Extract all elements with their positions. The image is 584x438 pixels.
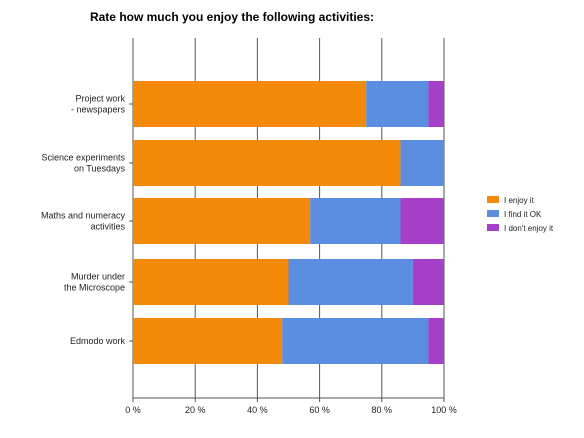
category-label-line: Science experiments [41,153,125,163]
x-tick-label: 60 % [309,405,330,415]
legend-swatch [487,210,499,217]
legend-label: I enjoy it [504,196,535,205]
category-label-line: Murder under [71,272,125,282]
legend-swatch [487,224,499,231]
bar-segment [133,259,289,305]
category-label: Science experiments on Tuesdays [41,153,125,174]
bar-segment [428,318,444,364]
chart-title: Rate how much you enjoy the following ac… [89,10,375,24]
x-tick-label: 0 % [125,405,141,415]
category-label: Murder under the Microscope [64,272,125,293]
bar-segment [366,81,429,127]
x-tick-label: 40 % [247,405,268,415]
category-label: Maths and numeracy activities [41,211,126,232]
category-label: Project work - newspapers [71,94,126,115]
bar-segment [428,81,444,127]
bar-segment [133,81,367,127]
category-label-line: activities [90,222,125,232]
bar-segment [133,140,401,186]
x-tick-label: 80 % [372,405,393,415]
category-label-line: Project work [75,94,125,104]
category-label-line: Maths and numeracy [41,211,126,221]
x-tick-label: 20 % [185,405,206,415]
bar-segment [133,318,283,364]
bar-segment [288,259,413,305]
category-label-line: on Tuesdays [74,164,126,174]
bar-segment [400,140,444,186]
legend-label: I find it OK [504,210,542,219]
category-label-line: the Microscope [64,283,125,293]
bar-segment [310,198,401,244]
bar-segment [400,198,444,244]
bar-segment [282,318,429,364]
x-tick-label: 100 % [431,405,457,415]
category-label: Edmodo work [70,336,126,346]
bar-segment [412,259,444,305]
legend-swatch [487,196,499,203]
bar-segment [133,198,311,244]
category-label-line: Edmodo work [70,336,126,346]
category-label-line: - newspapers [71,105,126,115]
legend-label: I don't enjoy it [504,224,554,233]
